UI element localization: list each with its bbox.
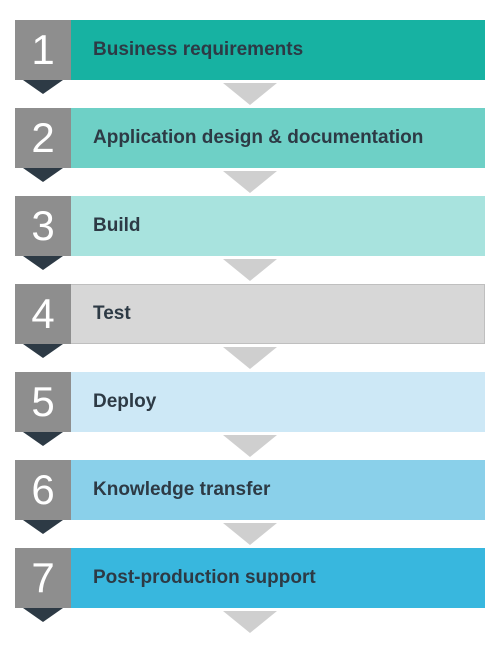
connector-arrow-icon [15,80,485,108]
step-number: 4 [31,293,54,335]
step-label-bar: Test [71,284,485,344]
step-label: Post-production support [93,567,316,589]
step-label-bar: Build [71,196,485,256]
step-label-bar: Business requirements [71,20,485,80]
step-number: 7 [31,557,54,599]
step-number-box: 3 [15,196,71,256]
step-6: 6 Knowledge transfer [15,460,485,520]
process-flow: 1 Business requirements 2 Application desi… [15,20,485,636]
step-1: 1 Business requirements [15,20,485,80]
step-7: 7 Post-production support [15,548,485,608]
step-number-box: 1 [15,20,71,80]
step-label: Test [93,303,131,325]
step-label-bar: Post-production support [71,548,485,608]
step-label: Business requirements [93,39,303,61]
step-number-arrow-icon [23,256,63,270]
connector-arrow-icon [15,344,485,372]
step-number-box: 6 [15,460,71,520]
step-label: Deploy [93,391,156,413]
step-label-bar: Deploy [71,372,485,432]
step-number-arrow-icon [23,608,63,622]
step-number: 6 [31,469,54,511]
step-number-arrow-icon [23,432,63,446]
step-number: 5 [31,381,54,423]
step-number-arrow-icon [23,344,63,358]
step-5: 5 Deploy [15,372,485,432]
connector-arrow-icon [15,432,485,460]
step-number-arrow-icon [23,520,63,534]
step-number-box: 5 [15,372,71,432]
step-number: 1 [31,29,54,71]
step-label: Knowledge transfer [93,479,270,501]
connector-arrow-icon [15,168,485,196]
step-number-box: 2 [15,108,71,168]
connector-arrow-icon [15,520,485,548]
step-label-bar: Application design & documentation [71,108,485,168]
step-2: 2 Application design & documentation [15,108,485,168]
step-label: Build [93,215,141,237]
step-3: 3 Build [15,196,485,256]
step-number: 3 [31,205,54,247]
step-label: Application design & documentation [93,127,423,149]
step-number-arrow-icon [23,80,63,94]
step-number-arrow-icon [23,168,63,182]
connector-arrow-icon [15,256,485,284]
step-label-bar: Knowledge transfer [71,460,485,520]
step-number: 2 [31,117,54,159]
connector-arrow-icon [15,608,485,636]
step-4: 4 Test [15,284,485,344]
step-number-box: 7 [15,548,71,608]
step-number-box: 4 [15,284,71,344]
